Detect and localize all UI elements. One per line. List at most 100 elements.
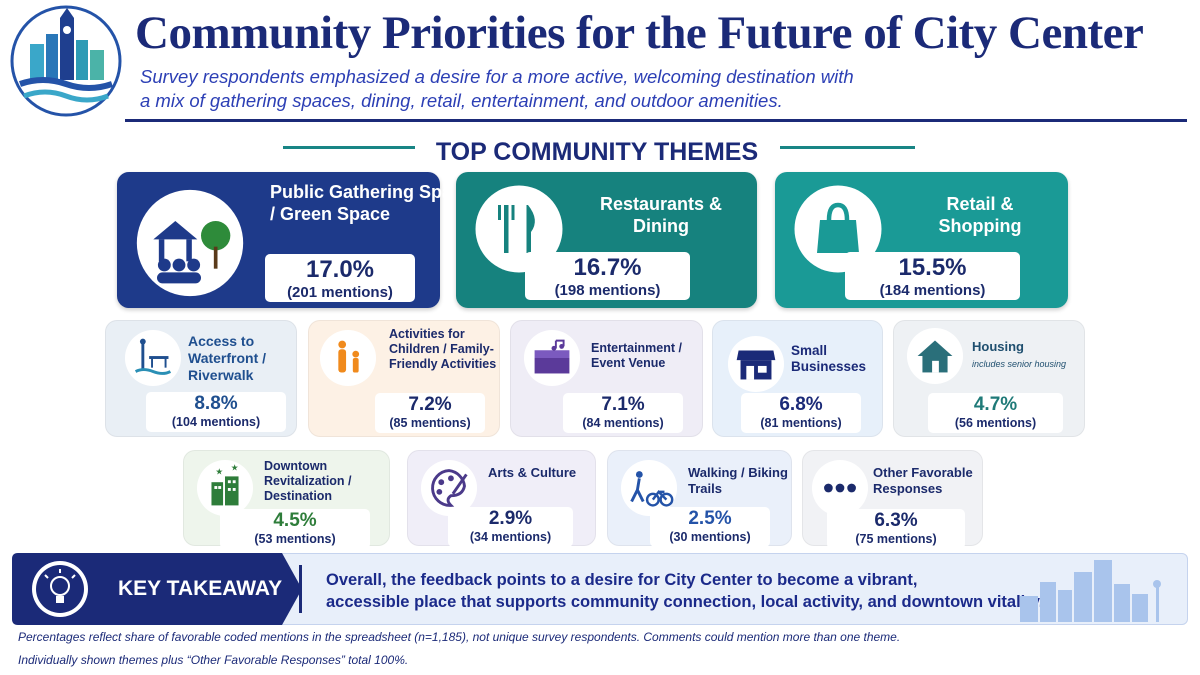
- takeaway-text: Overall, the feedback points to a desire…: [326, 571, 918, 589]
- theme-label: Other Favorable Responses: [873, 465, 973, 496]
- theme-card: Housing includes senior housing 4.7% (56 me…: [893, 320, 1085, 437]
- mentions: (198 mentions): [554, 282, 661, 299]
- logo: [10, 5, 122, 117]
- percent: 6.3%: [874, 510, 918, 531]
- percent: 4.5%: [273, 510, 317, 531]
- value-box: 6.8% (81 mentions): [741, 393, 861, 433]
- divider: [299, 565, 302, 613]
- icon: [124, 329, 182, 392]
- percent: 15.5%: [898, 254, 967, 281]
- mentions: (56 mentions): [954, 416, 1037, 430]
- theme-note: includes senior housing: [972, 358, 1067, 369]
- icon: [135, 188, 245, 303]
- mentions: (201 mentions): [287, 284, 393, 301]
- theme-card: Entertainment / Event Venue 7.1% (84 menti…: [510, 320, 703, 437]
- footnote: Percentages reflect share of favorable c…: [18, 630, 901, 644]
- theme-label: Walking / Biking Trails: [688, 465, 788, 496]
- icon: [727, 335, 785, 398]
- theme-label: Arts & Culture: [488, 465, 577, 480]
- title: Community Priorities for the Future of C…: [135, 7, 1144, 59]
- icon-graphic: [124, 329, 182, 387]
- value-box: 4.7% (56 mentions): [928, 393, 1063, 433]
- percent: 17.0%: [305, 256, 375, 283]
- theme-card: Access to Waterfront / Riverwalk 8.8% (104…: [105, 320, 297, 437]
- theme-label: Public Gathering Space / Green Space: [270, 182, 473, 224]
- skyline: [1020, 560, 1161, 622]
- icon-graphic: [727, 335, 785, 393]
- value-box: 4.5% (53 mentions): [220, 509, 370, 549]
- icon: [906, 327, 964, 390]
- theme-label: Downtown Revitalization / Destination: [264, 459, 352, 503]
- icon: [620, 459, 678, 522]
- divider: [125, 119, 1187, 122]
- mentions: (34 mentions): [469, 530, 552, 544]
- svg-text:★: ★: [215, 466, 223, 476]
- theme-card: Retail & Shopping 15.5% (184 mentions): [775, 172, 1068, 308]
- value-box: 2.5% (30 mentions): [650, 507, 770, 547]
- icon-graphic: [523, 329, 581, 387]
- theme-label: Small Businesses: [791, 343, 867, 375]
- icon-graphic: [620, 459, 678, 517]
- icon: [420, 459, 478, 522]
- icon: [474, 184, 564, 279]
- icon-graphic: [136, 189, 244, 297]
- percent: 6.8%: [779, 394, 823, 415]
- theme-label: Restaurants & Dining: [599, 194, 723, 236]
- percent: 7.2%: [408, 394, 452, 415]
- mentions: (84 mentions): [582, 416, 664, 430]
- value-box: 7.2% (85 mentions): [375, 393, 485, 433]
- divider: [283, 146, 415, 149]
- mentions: (53 mentions): [254, 532, 336, 546]
- subtitle: a mix of gathering spaces, dining, retai…: [140, 90, 783, 111]
- footnote: Individually shown themes plus “Other Fa…: [18, 653, 409, 667]
- percent: 16.7%: [573, 254, 642, 281]
- icon-graphic: ★ ★: [196, 459, 254, 517]
- svg-text:★: ★: [231, 463, 239, 473]
- icon-graphic: [475, 185, 563, 273]
- icon-graphic: [811, 459, 869, 517]
- icon-graphic: [420, 459, 478, 517]
- icon-graphic: [319, 329, 377, 387]
- mentions: (30 mentions): [669, 530, 751, 544]
- icon: [319, 329, 377, 392]
- theme-card: Walking / Biking Trails 2.5% (30 mentions): [607, 450, 792, 547]
- theme-card: Arts & Culture 2.9% (34 mentions): [407, 450, 596, 547]
- percent: 2.9%: [488, 508, 533, 529]
- icon-graphic: [906, 327, 964, 385]
- theme-card: Restaurants & Dining 16.7% (198 mentions): [456, 172, 757, 308]
- icon: [811, 459, 869, 522]
- value-box: 17.0% (201 mentions): [265, 254, 415, 302]
- theme-card: Small Businesses 6.8% (81 mentions): [712, 320, 883, 437]
- theme-card: ★ ★ Downtown Revitalization / Destination 4…: [183, 450, 390, 549]
- value-box: 7.1% (84 mentions): [563, 393, 683, 433]
- section-title: TOP COMMUNITY THEMES: [435, 138, 759, 166]
- takeaway-label: KEY TAKEAWAY: [118, 577, 283, 600]
- mentions: (75 mentions): [855, 532, 937, 546]
- value-box: 8.8% (104 mentions): [146, 392, 286, 432]
- mentions: (184 mentions): [879, 282, 986, 299]
- percent: 7.1%: [601, 394, 645, 415]
- percent: 4.7%: [973, 394, 1018, 415]
- theme-card: Other Favorable Responses 6.3% (75 mention…: [802, 450, 983, 549]
- mentions: (81 mentions): [760, 416, 842, 430]
- icon: ★ ★: [196, 459, 254, 522]
- value-box: 2.9% (34 mentions): [448, 507, 573, 547]
- theme-label: Retail & Shopping: [938, 194, 1022, 236]
- mentions: (104 mentions): [171, 415, 261, 429]
- percent: 8.8%: [194, 393, 238, 414]
- divider: [780, 146, 915, 149]
- theme-label: Activities for Children / Family-Friendl…: [389, 327, 497, 371]
- icon: [793, 184, 883, 279]
- theme-label: Access to Waterfront / Riverwalk: [188, 333, 267, 383]
- icon-graphic: [794, 185, 882, 273]
- theme-label: Housing includes senior housing: [972, 339, 1082, 369]
- takeaway-text: accessible place that supports community…: [326, 593, 1044, 611]
- takeaway-badge: [12, 553, 302, 625]
- theme-label: Entertainment / Event Venue: [591, 341, 682, 370]
- subtitle: Survey respondents emphasized a desire f…: [140, 66, 854, 87]
- value-box: 6.3% (75 mentions): [827, 509, 965, 549]
- theme-card: Public Gathering Space / Green Space 17.0…: [117, 172, 472, 308]
- icon: [523, 329, 581, 392]
- mentions: (85 mentions): [389, 416, 471, 430]
